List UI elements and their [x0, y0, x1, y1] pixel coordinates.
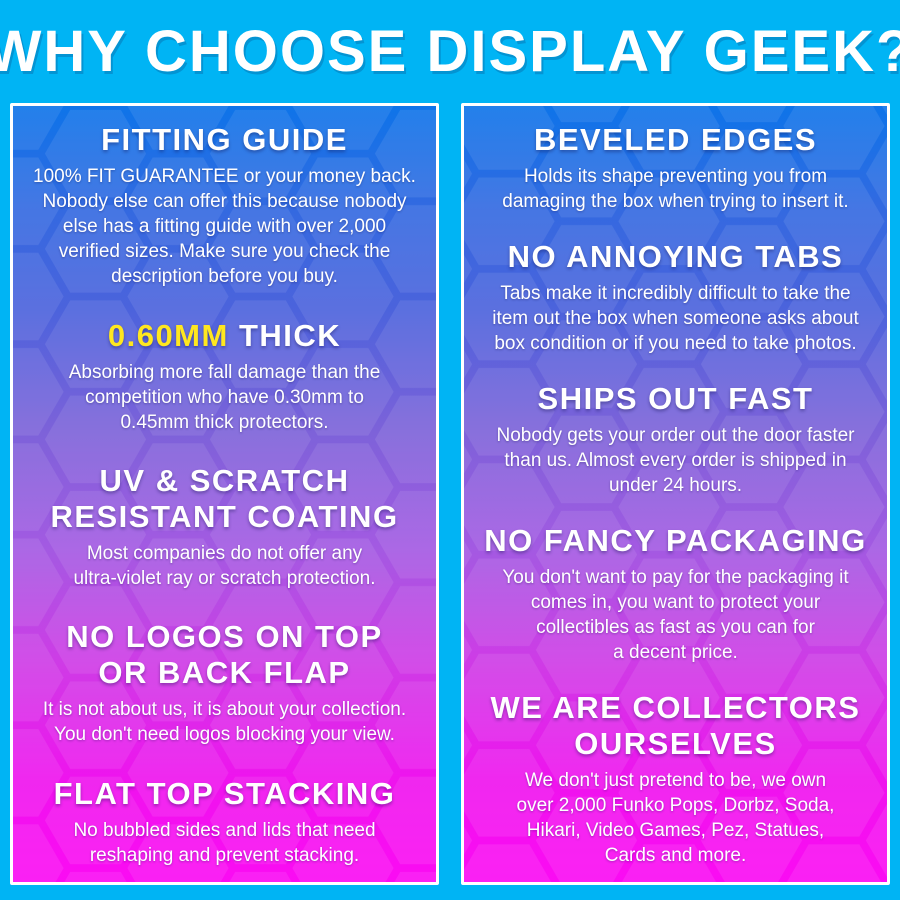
section-heading: 0.60MM THICK	[107, 317, 342, 353]
title-banner: WHY CHOOSE DISPLAY GEEK?	[0, 0, 900, 103]
section-body: You don't want to pay for the packaging …	[502, 566, 849, 663]
section: FITTING GUIDE 100% FIT GUARANTEE or your…	[17, 122, 432, 289]
honeycomb-pattern	[464, 106, 887, 882]
section-body: 100% FIT GUARANTEE or your money back. N…	[33, 165, 416, 288]
content-area: FITTING GUIDE 100% FIT GUARANTEE or your…	[0, 103, 900, 885]
section: BEVELED EDGES Holds its shape preventing…	[468, 122, 883, 214]
section: WE ARE COLLECTORS OURSELVES We don't just…	[468, 690, 883, 868]
section-heading: FLAT TOP STACKING	[53, 775, 396, 811]
section: SHIPS OUT FAST Nobody gets your order ou…	[468, 381, 883, 498]
section-body: Absorbing more fall damage than the comp…	[68, 361, 381, 433]
section-body: Most companies do not offer any ultra-vi…	[73, 543, 376, 590]
honeycomb-pattern	[13, 106, 436, 882]
section-heading: NO ANNOYING TABS	[507, 238, 844, 274]
section: UV & SCRATCH RESISTANT COATING Most compa…	[17, 463, 432, 591]
section-heading: NO LOGOS ON TOP OR BACK FLAP	[66, 619, 383, 691]
section-heading: UV & SCRATCH RESISTANT COATING	[50, 463, 399, 535]
section: NO LOGOS ON TOP OR BACK FLAP It is not ab…	[17, 619, 432, 747]
section-body: It is not about us, it is about your col…	[42, 699, 407, 746]
section: FLAT TOP STACKING No bubbled sides and l…	[17, 776, 432, 868]
section: NO ANNOYING TABS Tabs make it incredibly…	[468, 239, 883, 356]
section-heading: BEVELED EDGES	[533, 122, 818, 157]
section: NO FANCY PACKAGING You don't want to pay…	[468, 523, 883, 665]
left-panel: FITTING GUIDE 100% FIT GUARANTEE or your…	[10, 103, 439, 885]
section-body: Holds its shape preventing you from dama…	[502, 165, 849, 213]
section-body: Tabs make it incredibly difficult to tak…	[492, 282, 859, 354]
accent-text: 0.60MM	[107, 317, 229, 353]
section-heading: NO FANCY PACKAGING	[484, 522, 867, 558]
right-panel-content: BEVELED EDGES Holds its shape preventing…	[464, 106, 887, 882]
section-body: Nobody gets your order out the door fast…	[496, 424, 855, 496]
left-panel-content: FITTING GUIDE 100% FIT GUARANTEE or your…	[13, 106, 436, 882]
section: 0.60MM THICK Absorbing more fall damage …	[17, 318, 432, 435]
section-heading: SHIPS OUT FAST	[537, 380, 814, 416]
section-body: We don't just pretend to be, we own over…	[516, 769, 835, 866]
section-body: No bubbled sides and lids that need resh…	[73, 819, 376, 866]
page-title: WHY CHOOSE DISPLAY GEEK?	[0, 19, 900, 84]
section-heading: FITTING GUIDE	[101, 122, 348, 157]
section-heading: WE ARE COLLECTORS OURSELVES	[490, 689, 861, 761]
right-panel: BEVELED EDGES Holds its shape preventing…	[461, 103, 890, 885]
